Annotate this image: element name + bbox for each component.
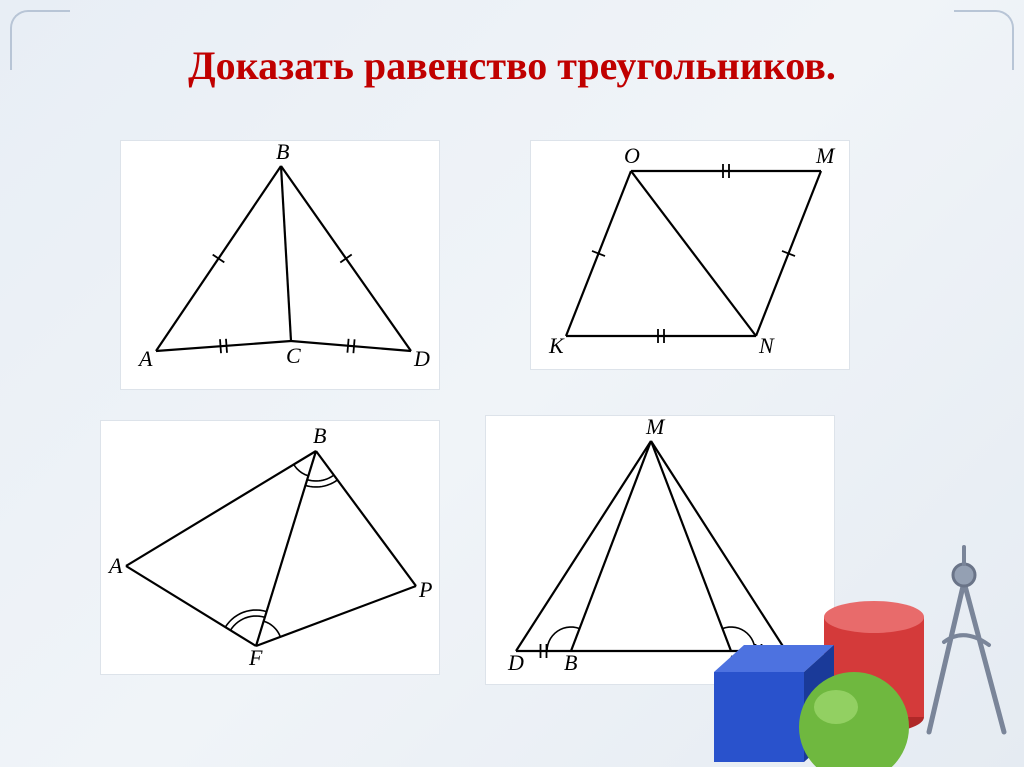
sphere-icon xyxy=(799,672,909,767)
svg-text:O: O xyxy=(624,143,640,168)
figure-2: K O M N xyxy=(530,140,850,370)
svg-text:B: B xyxy=(276,141,289,164)
corner-ornament-tr xyxy=(954,10,1014,70)
page-title: Доказать равенство треугольников. xyxy=(0,0,1024,89)
svg-text:D: D xyxy=(507,650,524,675)
svg-text:A: A xyxy=(107,553,123,578)
svg-text:C: C xyxy=(286,343,301,368)
corner-ornament-tl xyxy=(10,10,70,70)
svg-text:B: B xyxy=(564,650,577,675)
svg-text:K: K xyxy=(548,333,565,358)
svg-text:B: B xyxy=(313,423,326,448)
figure-3: A B F P xyxy=(100,420,440,675)
svg-text:A: A xyxy=(137,346,153,371)
svg-text:A: A xyxy=(722,650,738,675)
figures-container: A B C D K O M N A B F P D B A C M xyxy=(0,140,1024,680)
figure-1: A B C D xyxy=(120,140,440,390)
svg-text:P: P xyxy=(418,577,432,602)
svg-text:C: C xyxy=(781,650,796,675)
svg-text:F: F xyxy=(248,645,263,670)
svg-text:D: D xyxy=(413,346,430,371)
figure-4: D B A C M xyxy=(485,415,835,685)
svg-text:N: N xyxy=(758,333,775,358)
svg-text:M: M xyxy=(815,143,836,168)
svg-text:M: M xyxy=(645,416,666,439)
